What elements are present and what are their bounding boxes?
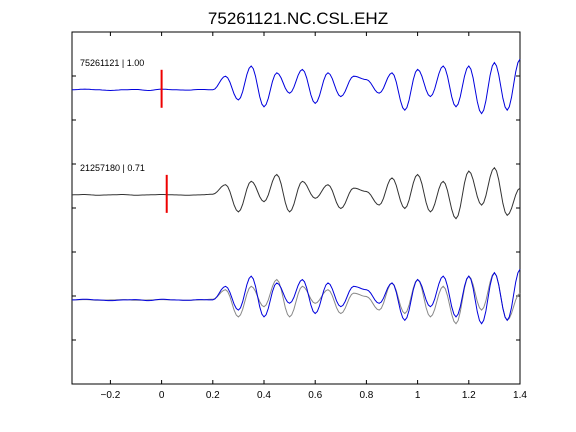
- waveform-line: [72, 271, 521, 325]
- waveform-line: [71, 166, 521, 220]
- waveform-line: [71, 58, 521, 115]
- x-axis: −0.2 0 0.2 0.4 0.6 0.8 1 1.2 1.4: [101, 32, 527, 401]
- y-axis: [72, 75, 520, 341]
- chart-title: 75261121.NC.CSL.EHZ: [208, 9, 388, 28]
- trace-panel: [72, 269, 521, 325]
- plot-frame: [71, 31, 521, 385]
- trace-panel: 21257180 | 0.71: [71, 163, 521, 220]
- waveform-line: [72, 269, 521, 325]
- x-tick-label: 1.2: [462, 390, 476, 401]
- x-tick-label: 1.4: [513, 390, 527, 401]
- x-tick-label: 1: [415, 390, 421, 401]
- trace-label: 21257180 | 0.71: [80, 163, 145, 173]
- x-tick-label: 0: [159, 390, 165, 401]
- x-tick-label: 0.4: [257, 390, 271, 401]
- x-tick-label: 0.8: [359, 390, 373, 401]
- trace-label: 75261121 | 1.00: [80, 58, 144, 68]
- x-tick-label: 0.2: [206, 390, 220, 401]
- trace-panels: 75261121 | 1.00 21257180 | 0.71: [71, 58, 521, 325]
- trace-panel: 75261121 | 1.00: [71, 58, 521, 115]
- x-tick-label: −0.2: [101, 390, 121, 401]
- x-tick-label: 0.6: [308, 390, 322, 401]
